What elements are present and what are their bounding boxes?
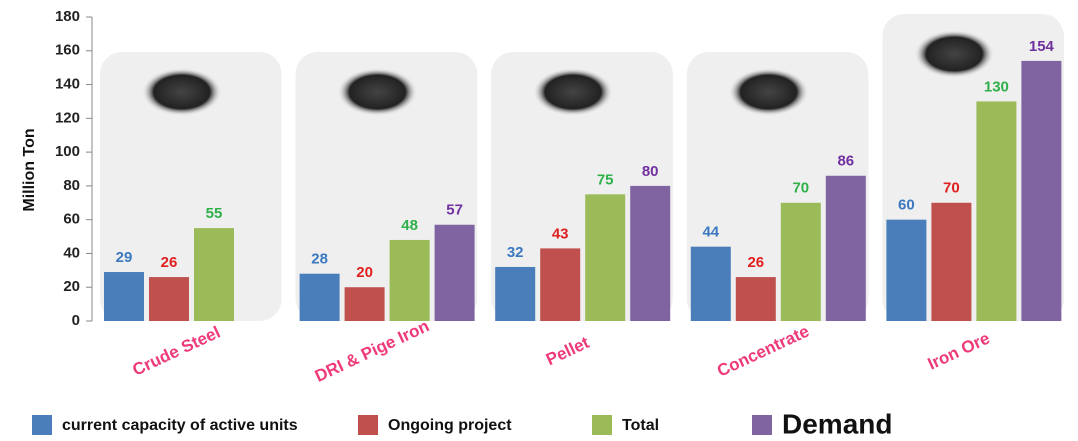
value-label: 29	[116, 249, 133, 266]
value-label: 26	[747, 254, 764, 271]
bar	[690, 246, 731, 321]
value-label: 154	[1029, 38, 1055, 55]
bar	[931, 202, 972, 321]
bar	[299, 273, 340, 321]
bar	[495, 266, 536, 321]
legend-swatch	[752, 415, 772, 435]
y-tick-label: 180	[55, 8, 80, 25]
bar	[389, 239, 430, 321]
legend-label: Demand	[782, 408, 892, 439]
bar	[735, 277, 776, 321]
legend-swatch	[358, 415, 378, 435]
bar	[344, 287, 385, 321]
group-background	[686, 52, 869, 321]
value-label: 43	[552, 225, 569, 242]
value-label: 80	[642, 163, 659, 180]
value-label: 130	[984, 78, 1009, 95]
legend-swatch	[32, 415, 52, 435]
bar	[976, 101, 1017, 321]
group-background	[491, 52, 673, 321]
group-background	[100, 52, 282, 321]
x-tick-label: DRI & Pige Iron	[312, 316, 432, 386]
value-label: 26	[161, 254, 178, 271]
y-tick-label: 20	[63, 278, 80, 295]
value-label: 20	[356, 264, 373, 281]
value-label: 75	[597, 171, 614, 188]
value-label: 70	[792, 180, 809, 197]
y-tick-label: 160	[55, 42, 80, 59]
bar	[630, 185, 671, 321]
x-tick-label: Iron Ore	[925, 328, 993, 373]
value-label: 57	[446, 202, 463, 219]
legend-label: Ongoing project	[388, 417, 512, 434]
y-tick-label: 100	[55, 143, 80, 160]
value-label: 60	[898, 197, 915, 214]
x-tick-label: Crude Steel	[130, 323, 224, 380]
y-axis-label: Million Ton	[21, 128, 38, 211]
bar	[104, 272, 144, 321]
value-label: 55	[206, 205, 223, 222]
bar	[540, 248, 581, 321]
group-background	[295, 52, 478, 321]
bar	[149, 277, 189, 321]
product-image	[728, 68, 809, 116]
product-image	[533, 68, 613, 116]
group-background	[882, 14, 1064, 321]
product-image	[141, 68, 222, 116]
bar	[780, 202, 821, 321]
product-image	[914, 30, 995, 78]
bar	[194, 228, 234, 321]
value-label: 32	[507, 244, 524, 261]
value-label: 86	[837, 153, 854, 170]
y-tick-label: 60	[63, 211, 80, 228]
value-label: 70	[943, 180, 960, 197]
x-tick-label: Pellet	[543, 333, 592, 370]
bar	[825, 175, 866, 321]
bar	[434, 224, 475, 321]
legend-label: current capacity of active units	[62, 417, 298, 434]
bar	[585, 194, 626, 321]
y-tick-label: 0	[72, 312, 80, 329]
bar	[886, 219, 927, 321]
value-label: 48	[401, 217, 418, 234]
value-label: 28	[311, 251, 328, 268]
y-tick-label: 40	[63, 244, 80, 261]
y-tick-label: 120	[55, 109, 80, 126]
product-image	[337, 68, 418, 116]
y-tick-label: 80	[63, 177, 80, 194]
x-tick-label: Concentrate	[714, 322, 812, 381]
y-tick-label: 140	[55, 76, 80, 93]
bar	[1021, 60, 1062, 322]
legend-label: Total	[622, 417, 659, 434]
legend-swatch	[592, 415, 612, 435]
value-label: 44	[702, 224, 719, 241]
